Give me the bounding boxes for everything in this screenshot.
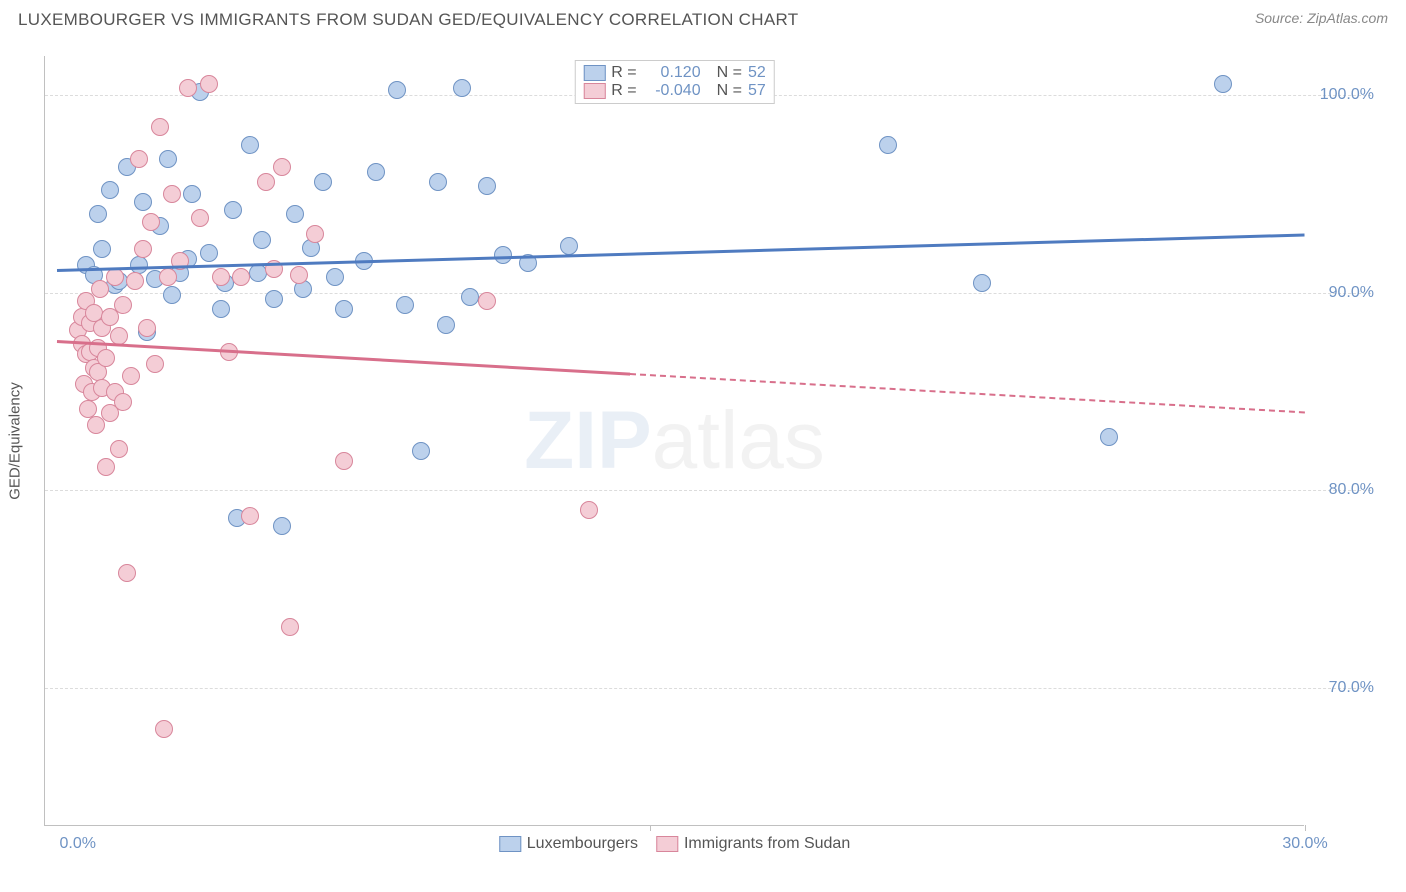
- data-point: [93, 240, 111, 258]
- data-point: [114, 296, 132, 314]
- trend-line: [57, 234, 1305, 272]
- data-point: [273, 517, 291, 535]
- data-point: [314, 173, 332, 191]
- data-point: [367, 163, 385, 181]
- legend-swatch: [499, 836, 521, 852]
- data-point: [191, 209, 209, 227]
- data-point: [212, 268, 230, 286]
- data-point: [200, 75, 218, 93]
- data-point: [118, 564, 136, 582]
- data-point: [97, 458, 115, 476]
- x-tick: [1305, 825, 1306, 831]
- data-point: [241, 507, 259, 525]
- data-point: [106, 268, 124, 286]
- legend-row: R =0.120N =52: [583, 64, 765, 82]
- legend-item: Luxembourgers: [499, 835, 638, 853]
- data-point: [326, 268, 344, 286]
- data-point: [212, 300, 230, 318]
- y-tick-label: 70.0%: [1329, 679, 1374, 697]
- legend-series: Luxembourgers Immigrants from Sudan: [499, 835, 850, 853]
- trend-line: [57, 340, 630, 375]
- plot-area: GED/Equivalency ZIPatlas R =0.120N =52R …: [44, 56, 1304, 826]
- data-point: [179, 79, 197, 97]
- legend-swatch: [583, 65, 605, 81]
- data-point: [281, 618, 299, 636]
- data-point: [126, 272, 144, 290]
- data-point: [429, 173, 447, 191]
- data-point: [461, 288, 479, 306]
- data-point: [478, 177, 496, 195]
- data-point: [142, 213, 160, 231]
- data-point: [286, 205, 304, 223]
- gridline-h: [45, 688, 1371, 689]
- data-point: [478, 292, 496, 310]
- data-point: [134, 240, 152, 258]
- legend-swatch: [656, 836, 678, 852]
- legend-item: Immigrants from Sudan: [656, 835, 850, 853]
- data-point: [101, 181, 119, 199]
- legend-swatch: [583, 83, 605, 99]
- data-point: [1100, 428, 1118, 446]
- data-point: [335, 452, 353, 470]
- data-point: [560, 237, 578, 255]
- data-point: [265, 290, 283, 308]
- gridline-h: [45, 293, 1371, 294]
- gridline-h: [45, 490, 1371, 491]
- legend-correlation: R =0.120N =52R =-0.040N =57: [574, 60, 774, 104]
- data-point: [396, 296, 414, 314]
- data-point: [159, 268, 177, 286]
- data-point: [110, 440, 128, 458]
- x-tick: [650, 825, 651, 831]
- data-point: [290, 266, 308, 284]
- chart-source: Source: ZipAtlas.com: [1255, 10, 1388, 30]
- data-point: [273, 158, 291, 176]
- chart-title: LUXEMBOURGER VS IMMIGRANTS FROM SUDAN GE…: [18, 10, 798, 30]
- y-axis-title: GED/Equivalency: [7, 382, 24, 500]
- data-point: [97, 349, 115, 367]
- data-point: [224, 201, 242, 219]
- data-point: [163, 185, 181, 203]
- data-point: [253, 231, 271, 249]
- data-point: [879, 136, 897, 154]
- y-tick-label: 100.0%: [1320, 86, 1374, 104]
- legend-row: R =-0.040N =57: [583, 82, 765, 100]
- data-point: [146, 355, 164, 373]
- data-point: [114, 393, 132, 411]
- data-point: [151, 118, 169, 136]
- x-tick-label: 30.0%: [1282, 835, 1327, 853]
- data-point: [155, 720, 173, 738]
- data-point: [89, 205, 107, 223]
- data-point: [306, 225, 324, 243]
- data-point: [134, 193, 152, 211]
- data-point: [335, 300, 353, 318]
- data-point: [122, 367, 140, 385]
- data-point: [1214, 75, 1232, 93]
- data-point: [183, 185, 201, 203]
- data-point: [249, 264, 267, 282]
- y-tick-label: 90.0%: [1329, 284, 1374, 302]
- data-point: [580, 501, 598, 519]
- y-tick-label: 80.0%: [1329, 481, 1374, 499]
- data-point: [257, 173, 275, 191]
- data-point: [200, 244, 218, 262]
- data-point: [453, 79, 471, 97]
- watermark: ZIPatlas: [524, 394, 825, 488]
- data-point: [130, 150, 148, 168]
- plot-container: GED/Equivalency ZIPatlas R =0.120N =52R …: [44, 56, 1384, 826]
- data-point: [232, 268, 250, 286]
- data-point: [973, 274, 991, 292]
- data-point: [241, 136, 259, 154]
- trend-line: [630, 373, 1305, 413]
- data-point: [437, 316, 455, 334]
- x-tick-label: 0.0%: [59, 835, 95, 853]
- data-point: [163, 286, 181, 304]
- data-point: [138, 319, 156, 337]
- data-point: [388, 81, 406, 99]
- data-point: [412, 442, 430, 460]
- data-point: [159, 150, 177, 168]
